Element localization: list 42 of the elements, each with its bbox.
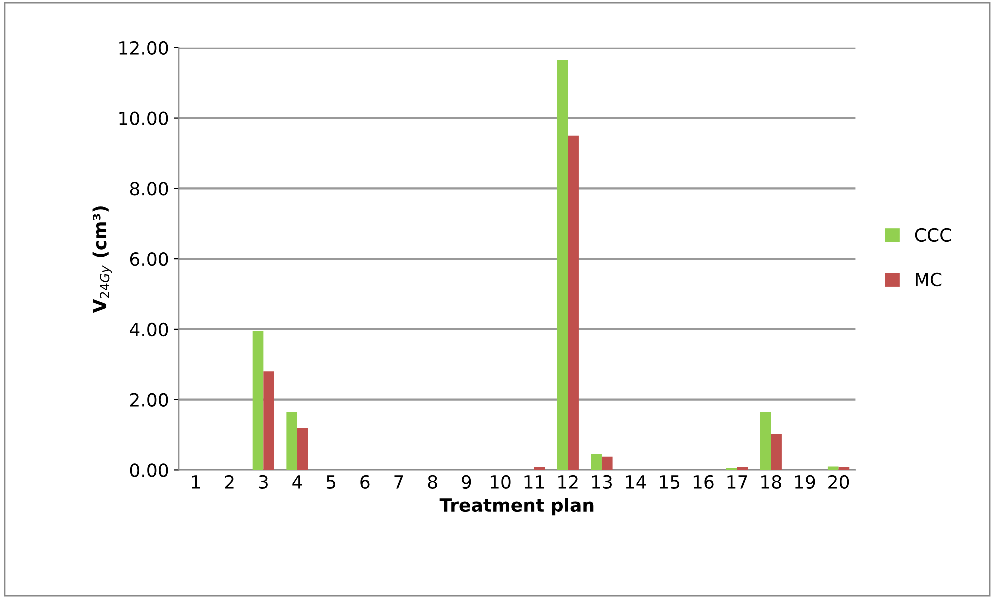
x-tick-label: 14 [626,476,646,489]
y-tick-label: 10.00 [120,112,168,126]
bar [591,454,602,470]
x-tick-label: 16 [694,475,714,490]
x-tick-label: 18 [762,475,782,490]
x-tick-label: 11 [524,476,544,489]
x-tick-label: 6 [360,475,370,490]
x-tick-label: 19 [795,475,816,490]
bar [760,412,772,470]
x-tick-label: 13 [592,475,612,490]
bar [286,412,298,470]
bar [568,136,579,470]
x-tick-label: 3 [259,475,268,490]
x-tick-label: 5 [326,476,336,490]
x-tick-label: 17 [728,476,748,489]
bar [602,456,613,470]
bar [298,428,308,470]
y-tick-label: 8.00 [130,182,168,196]
bar [264,372,274,470]
x-tick-label: 9 [462,475,472,490]
y-tick-label: 12.00 [120,41,168,56]
x-tick-label: 2 [225,475,234,489]
y-axis-title: V$_{24Gy}$ (cm³) [92,206,112,314]
y-tick-label: 6.00 [130,252,168,266]
bar [771,434,782,470]
x-tick-label: 12 [558,475,578,489]
x-tick-label: 10 [490,475,511,490]
bar [252,331,264,470]
x-tick-label: 8 [428,475,438,490]
legend-label: MC [916,272,942,287]
x-tick-label: 15 [660,476,680,490]
y-tick-label: 2.00 [130,393,168,407]
bar [828,466,839,470]
x-tick-label: 1 [192,476,200,489]
y-tick-label: 0.00 [130,464,168,478]
y-tick-label: 4.00 [130,322,168,337]
x-tick-label: 7 [394,476,404,489]
legend-label: CCC [915,228,952,242]
x-axis-title: Treatment plan [440,498,594,516]
x-tick-label: 20 [828,475,850,490]
bar [557,60,568,470]
x-tick-label: 4 [292,476,302,489]
